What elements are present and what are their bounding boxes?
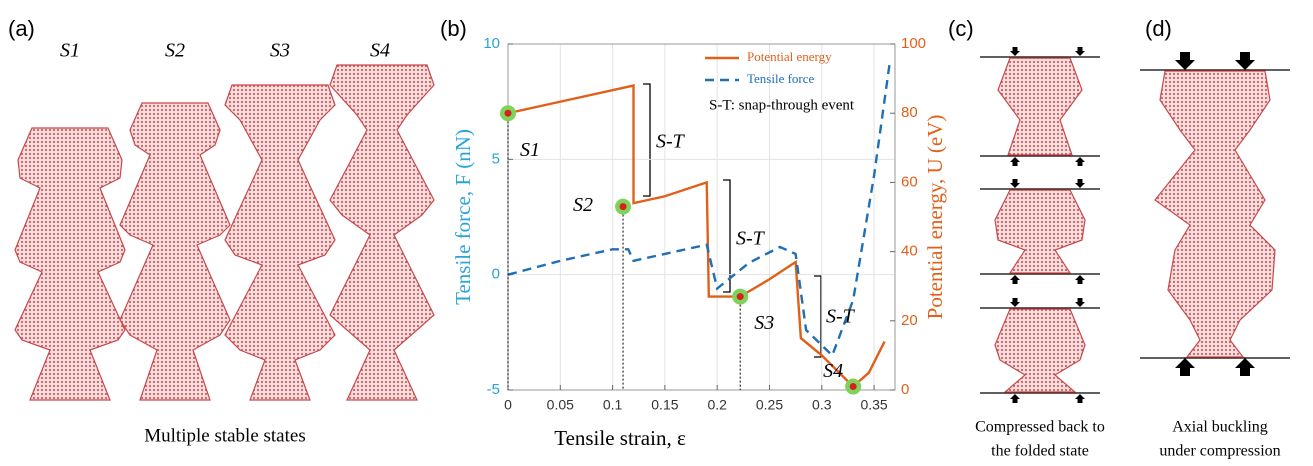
force-arrow — [1010, 394, 1020, 403]
state-label: S3 — [270, 40, 290, 62]
y2-tick-label: 80 — [901, 104, 918, 121]
y2-tick-label: 0 — [901, 381, 909, 398]
state-label: S4 — [823, 360, 843, 382]
annotation: S-T — [656, 131, 686, 153]
force-arrow — [1010, 157, 1020, 166]
y-tick-label: 10 — [483, 35, 500, 52]
caption: the folded state — [991, 443, 1089, 460]
plates — [980, 56, 1290, 394]
force-arrow — [1010, 298, 1020, 307]
force-arrow — [1010, 47, 1020, 56]
annotation: S-T — [736, 228, 766, 250]
bracket — [814, 275, 822, 358]
force-arrow — [1235, 52, 1255, 70]
mesh-structure — [224, 84, 336, 401]
y2-tick-label: 100 — [901, 35, 926, 52]
state-label: S3 — [754, 312, 774, 334]
bracket — [723, 179, 731, 293]
mesh-structure — [994, 308, 1086, 393]
force-arrow — [1075, 298, 1085, 307]
force-arrow — [1175, 358, 1195, 376]
state-marker-dot — [619, 203, 627, 211]
force-arrow — [1075, 394, 1085, 403]
note: S-T: snap-through event — [709, 97, 855, 113]
x-tick-label: 0.1 — [603, 397, 623, 413]
panel-label: (c) — [948, 16, 974, 41]
mesh-structure — [997, 57, 1083, 156]
legend-label: Potential energy — [747, 49, 832, 64]
force-arrow — [1175, 52, 1195, 70]
x-tick-label: 0.35 — [860, 397, 887, 413]
x-tick-label: 0.2 — [707, 397, 727, 413]
force-arrow — [1075, 275, 1085, 284]
force-arrow — [1075, 47, 1085, 56]
series-line — [507, 84, 886, 389]
caption: Axial buckling — [1172, 419, 1268, 436]
force-arrow — [1010, 275, 1020, 284]
mesh-structure — [119, 102, 231, 401]
caption: Multiple stable states — [144, 425, 305, 446]
panel-label: (b) — [440, 16, 467, 41]
y-tick-label: 5 — [492, 150, 500, 167]
panel-label: (d) — [1145, 16, 1172, 41]
state-label: S1 — [60, 40, 80, 62]
x-tick-label: 0.05 — [547, 397, 574, 413]
series-line — [507, 62, 891, 358]
y-axis-label: Tensile force, F (nN) — [451, 129, 475, 305]
bracket — [643, 83, 651, 197]
y2-tick-label: 20 — [901, 312, 918, 329]
y-tick-label: -5 — [487, 381, 500, 398]
state-label: S4 — [370, 40, 390, 62]
x-tick-label: 0.15 — [651, 397, 678, 413]
state-label: S2 — [165, 40, 185, 62]
state-marker-dot — [736, 293, 744, 301]
x-tick-label: 0.25 — [756, 397, 783, 413]
y2-tick-label: 40 — [901, 243, 918, 260]
state-label: S2 — [573, 194, 593, 216]
state-label: S1 — [520, 139, 540, 161]
mesh-structure — [994, 189, 1086, 274]
force-arrow — [1235, 358, 1255, 376]
mesh-structure — [329, 64, 435, 401]
x-axis-label: Tensile strain, ε — [554, 426, 686, 450]
annotation: S-T — [826, 306, 856, 328]
state-marker-dot — [849, 383, 857, 391]
plot-frame — [507, 43, 896, 391]
y-tick-label: 0 — [492, 266, 500, 283]
force-arrow — [1075, 157, 1085, 166]
mesh-structure — [1154, 70, 1276, 358]
mesh-structure — [14, 127, 126, 401]
force-arrow — [1075, 179, 1085, 188]
legend-label: Tensile force — [747, 71, 815, 86]
panel-label: (a) — [8, 16, 35, 41]
caption: Compressed back to — [975, 419, 1105, 436]
x-tick-label: 0.3 — [812, 397, 832, 413]
caption: under compression — [1159, 443, 1280, 460]
state-marker-dot — [504, 109, 512, 117]
y2-tick-label: 60 — [901, 173, 918, 190]
force-arrow — [1010, 179, 1020, 188]
y2-axis-label: Potential energy, U (eV) — [923, 115, 947, 320]
x-tick-label: 0 — [504, 397, 512, 413]
